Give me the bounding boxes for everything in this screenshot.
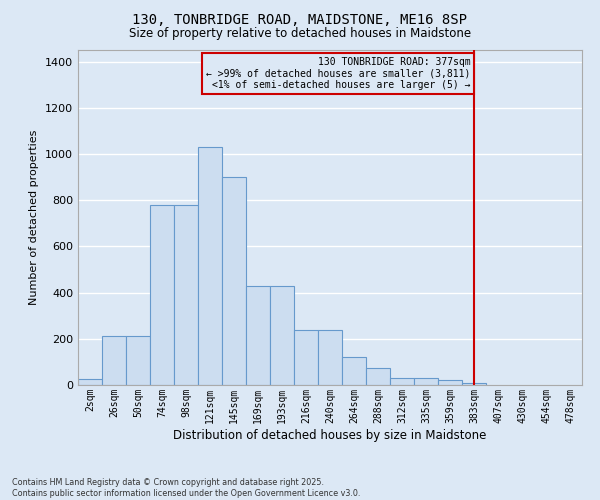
Bar (462, 382, 486, 385)
Text: Contains HM Land Registry data © Crown copyright and database right 2025.
Contai: Contains HM Land Registry data © Crown c… (12, 478, 361, 498)
Bar (78, 379, 102, 385)
Bar (198, 147, 222, 385)
Bar (174, 205, 198, 385)
Bar (318, 330, 342, 385)
Bar (414, 378, 438, 385)
Bar (150, 205, 174, 385)
Bar (222, 177, 246, 385)
Bar (294, 330, 318, 385)
Text: Size of property relative to detached houses in Maidstone: Size of property relative to detached ho… (129, 28, 471, 40)
Bar (366, 368, 390, 385)
Bar (270, 286, 294, 385)
X-axis label: Distribution of detached houses by size in Maidstone: Distribution of detached houses by size … (173, 428, 487, 442)
Text: 130, TONBRIDGE ROAD, MAIDSTONE, ME16 8SP: 130, TONBRIDGE ROAD, MAIDSTONE, ME16 8SP (133, 12, 467, 26)
Bar (438, 380, 462, 385)
Y-axis label: Number of detached properties: Number of detached properties (29, 130, 40, 305)
Bar (390, 378, 414, 385)
Text: 130 TONBRIDGE ROAD: 377sqm
← >99% of detached houses are smaller (3,811)
<1% of : 130 TONBRIDGE ROAD: 377sqm ← >99% of det… (206, 57, 470, 90)
Bar (126, 336, 150, 385)
Bar (342, 358, 366, 385)
Bar (102, 336, 126, 385)
Bar (246, 286, 270, 385)
